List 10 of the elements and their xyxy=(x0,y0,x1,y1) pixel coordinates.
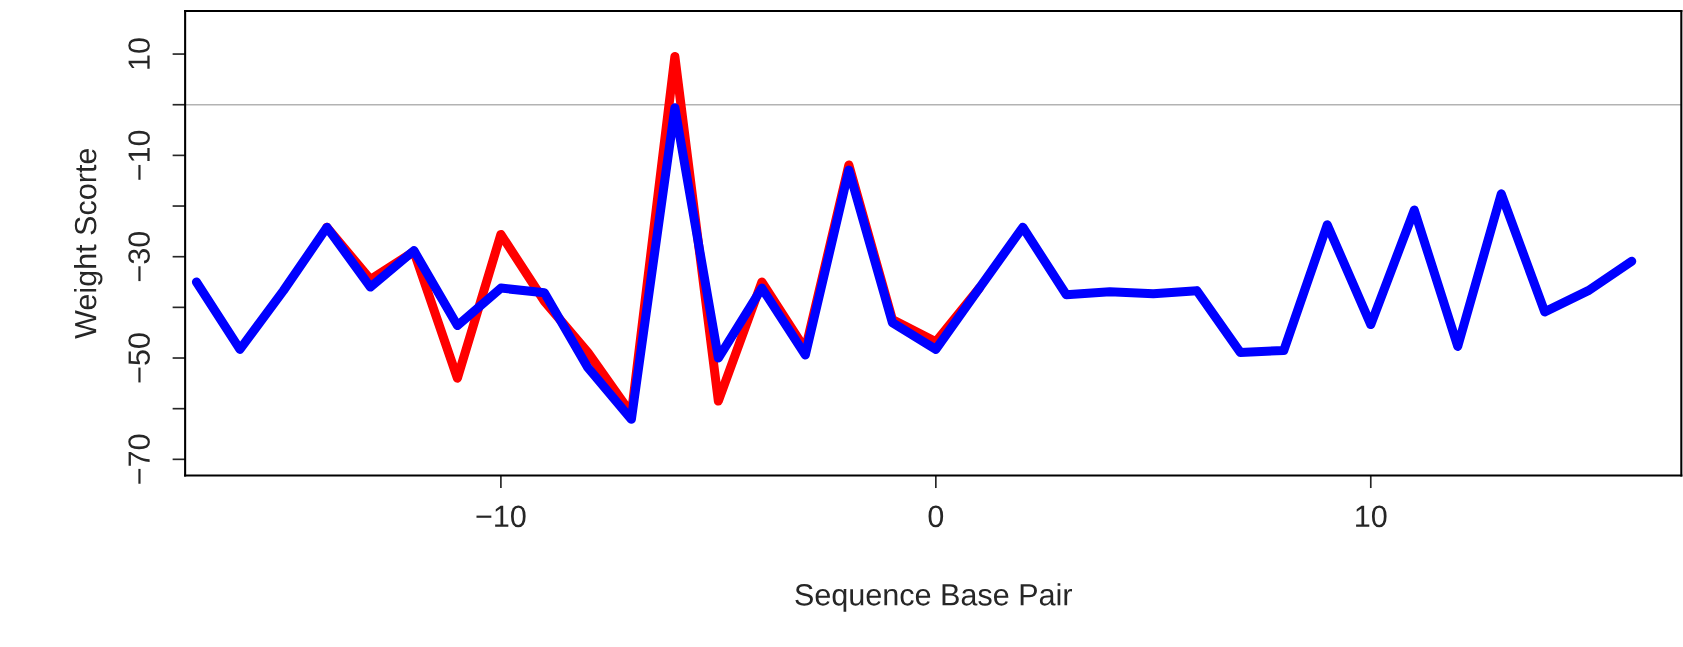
x-tick-label: −10 xyxy=(476,505,526,528)
y-tick-label: −50 xyxy=(128,333,150,383)
y-tick-label: −30 xyxy=(128,231,150,282)
x-axis-title: Sequence Base Pair xyxy=(795,583,1073,612)
y-tick-label: −10 xyxy=(128,130,150,180)
y-tick-label: 10 xyxy=(128,38,150,69)
x-tick-label: 10 xyxy=(1356,505,1387,528)
y-axis-title: Weight Scorte xyxy=(74,148,103,339)
y-tick-label: −70 xyxy=(128,434,150,484)
x-tick-label: 0 xyxy=(928,505,944,528)
